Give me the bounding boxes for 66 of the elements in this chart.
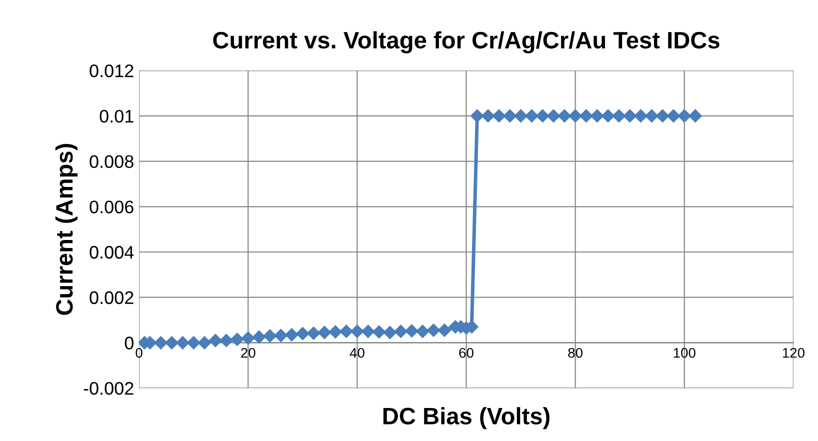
x-tick-label: 60 bbox=[459, 348, 474, 358]
y-axis-title: Current (Amps) bbox=[55, 144, 78, 315]
x-axis-title: DC Bias (Volts) bbox=[383, 407, 550, 430]
point bbox=[296, 327, 310, 340]
point bbox=[340, 324, 353, 338]
point bbox=[328, 325, 342, 338]
point bbox=[438, 324, 452, 337]
point bbox=[688, 109, 702, 123]
point bbox=[362, 324, 375, 338]
x-tick-label: 0 bbox=[136, 348, 142, 358]
point bbox=[590, 109, 604, 123]
point bbox=[394, 324, 408, 338]
y-tick-label: -0.002 bbox=[84, 382, 134, 395]
y-tick-label: 0.008 bbox=[90, 155, 134, 168]
point bbox=[481, 109, 495, 123]
point bbox=[612, 109, 626, 123]
point bbox=[285, 328, 298, 342]
x-tick-label: 100 bbox=[674, 348, 696, 358]
point bbox=[165, 336, 178, 350]
x-tick-label: 80 bbox=[568, 348, 583, 358]
point bbox=[514, 109, 528, 123]
point bbox=[546, 109, 560, 123]
point bbox=[470, 109, 484, 123]
x-tick-label: 120 bbox=[782, 348, 805, 358]
point bbox=[492, 109, 506, 123]
point bbox=[252, 330, 266, 344]
point bbox=[306, 326, 320, 340]
point bbox=[666, 109, 680, 123]
point bbox=[372, 325, 386, 338]
point bbox=[220, 334, 233, 348]
y-tick-label: 0.012 bbox=[90, 64, 134, 78]
point bbox=[198, 336, 212, 350]
point bbox=[383, 326, 396, 340]
point bbox=[187, 336, 200, 350]
point bbox=[176, 336, 190, 350]
point bbox=[525, 109, 538, 123]
point bbox=[503, 109, 516, 123]
point bbox=[350, 324, 364, 338]
point bbox=[263, 329, 277, 343]
point bbox=[580, 109, 593, 123]
point bbox=[416, 324, 430, 338]
point bbox=[568, 109, 582, 123]
point bbox=[623, 109, 636, 123]
point bbox=[230, 332, 244, 346]
point bbox=[405, 324, 418, 338]
point bbox=[558, 109, 572, 123]
x-tick-label: 20 bbox=[241, 348, 256, 358]
point bbox=[678, 109, 691, 123]
point bbox=[242, 332, 255, 345]
y-tick-label: 0.006 bbox=[90, 200, 134, 214]
point bbox=[318, 326, 332, 340]
point bbox=[601, 109, 615, 123]
y-tick-label: 0.004 bbox=[90, 246, 134, 259]
point bbox=[634, 109, 648, 123]
point bbox=[426, 324, 440, 337]
point bbox=[645, 109, 658, 123]
point bbox=[536, 109, 550, 123]
y-tick-label: 0.01 bbox=[100, 110, 134, 123]
x-tick-label: 40 bbox=[350, 348, 364, 358]
y-tick-label: 0.002 bbox=[90, 291, 134, 304]
y-tick-label: 0 bbox=[124, 336, 134, 350]
chart-title: Current vs. Voltage for Cr/Ag/Cr/Au Test IDCs bbox=[213, 31, 720, 54]
point bbox=[208, 334, 222, 348]
point bbox=[154, 336, 168, 350]
point bbox=[274, 328, 288, 342]
point bbox=[656, 109, 670, 123]
